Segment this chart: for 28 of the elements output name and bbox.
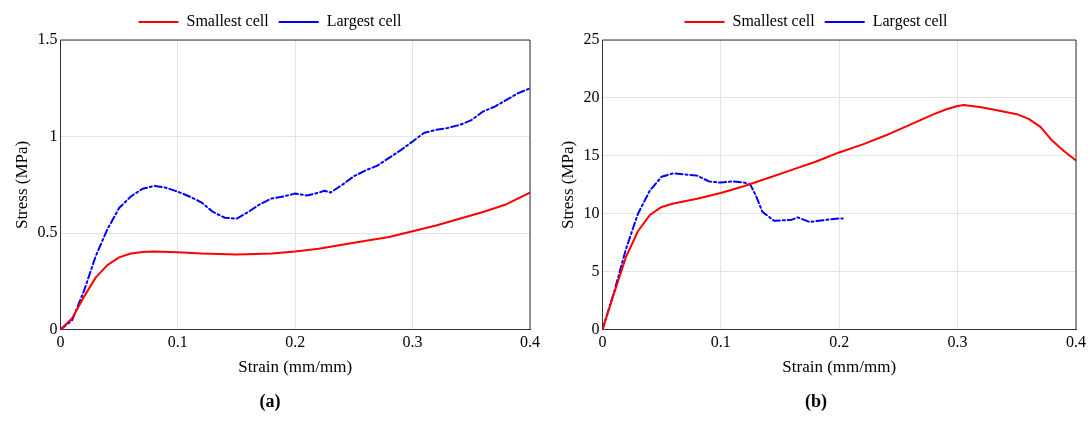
y-tick-label: 5 [591,262,600,280]
x-tick-label: 0.3 [402,332,423,350]
legend-label: Smallest cell [186,12,270,30]
y-axis-title: Stress (MPa) [557,140,577,230]
x-tick-label: 0.2 [829,332,850,350]
y-tick-label: 1.5 [37,30,58,48]
legend-label: Smallest cell [732,12,816,30]
legend-label: Largest cell [872,12,949,31]
x-axis-title: Strain (mm/mm) [238,356,353,376]
y-tick-label: 10 [583,204,600,222]
y-tick-label: 0 [49,320,58,337]
text: (a) [259,390,281,412]
x-tick-label: 0.1 [167,332,188,350]
text: (b) [805,390,827,412]
x-tick-label: 0.3 [947,332,968,350]
x-tick-label: 0.4 [1066,332,1086,350]
x-tick-label: 0.2 [285,332,306,350]
x-tick-label: 0.1 [710,332,731,350]
x-axis-title: Strain (mm/mm) [782,356,897,376]
y-tick-label: 1 [49,126,58,144]
y-tick-label: 20 [583,88,600,106]
y-tick-label: 0.5 [37,223,58,241]
y-axis-title: Stress (MPa) [11,140,31,230]
x-tick-label: 0.4 [520,332,540,350]
y-tick-label: 25 [583,30,600,48]
legend-label: Largest cell [326,12,403,31]
y-tick-label: 15 [583,146,600,164]
y-tick-label: 0 [591,320,600,337]
